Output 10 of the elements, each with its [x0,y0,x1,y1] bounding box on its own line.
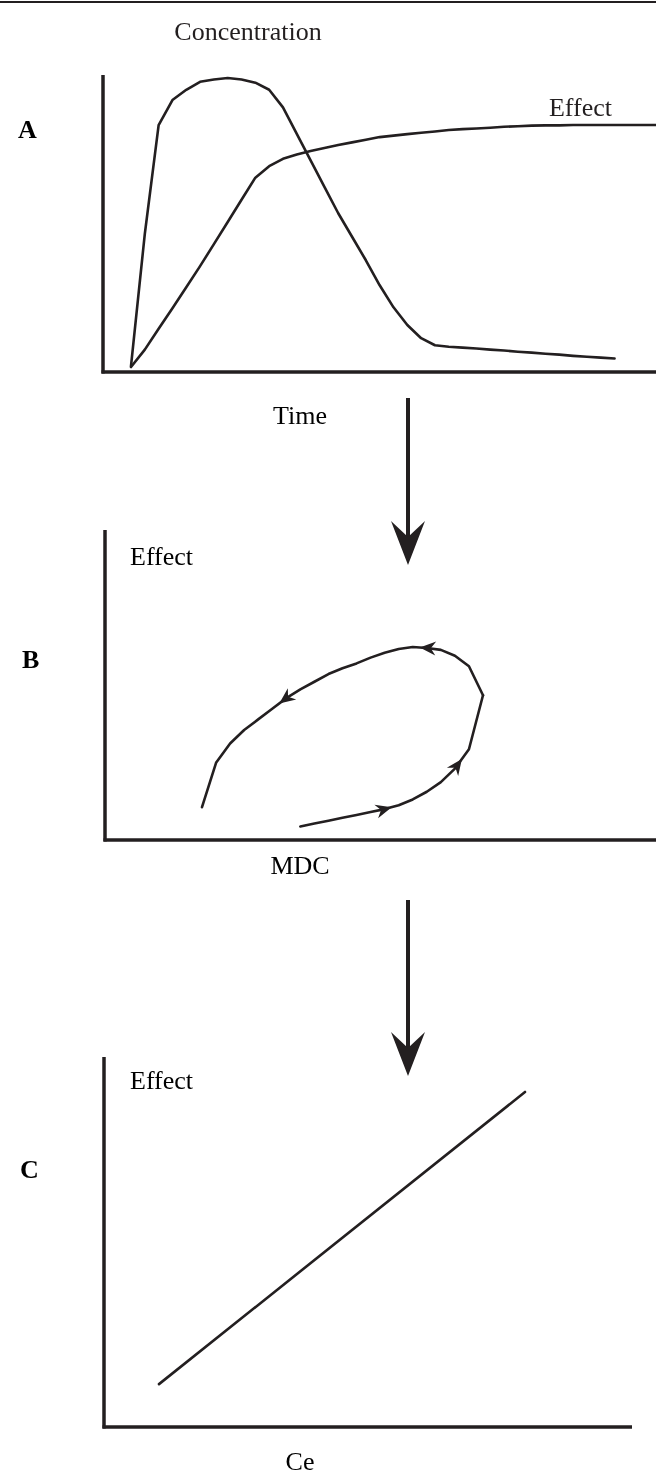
x-axis-title: Ce [285,1447,315,1476]
x-axis-title: MDC [270,851,330,880]
chart-title: B [22,645,40,674]
y-axis-title: Effect [130,542,194,571]
x-axis-title: Time [273,401,327,430]
text: A [18,115,37,144]
series-label: Effect [548,93,613,122]
text: C [20,1155,39,1184]
y-axis-title: Effect [130,1066,194,1095]
series-label: Concentration [174,17,322,46]
